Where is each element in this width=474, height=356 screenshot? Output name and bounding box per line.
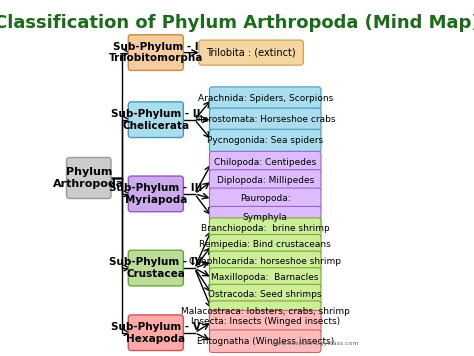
- FancyBboxPatch shape: [128, 315, 183, 351]
- FancyBboxPatch shape: [199, 40, 303, 65]
- FancyBboxPatch shape: [210, 129, 321, 153]
- FancyBboxPatch shape: [210, 310, 321, 333]
- FancyBboxPatch shape: [210, 170, 321, 191]
- FancyBboxPatch shape: [128, 102, 183, 137]
- Text: Classification of Phylum Arthropoda (Mind Map): Classification of Phylum Arthropoda (Min…: [0, 14, 474, 32]
- Text: Arachnida: Spiders, Scorpions: Arachnida: Spiders, Scorpions: [198, 94, 333, 103]
- Text: Phylum
Arthropoda: Phylum Arthropoda: [53, 167, 124, 189]
- FancyBboxPatch shape: [128, 250, 183, 286]
- FancyBboxPatch shape: [210, 108, 321, 131]
- Text: Sub-Phylum - I
Trilobitomorpha: Sub-Phylum - I Trilobitomorpha: [109, 42, 203, 63]
- FancyBboxPatch shape: [210, 218, 321, 239]
- Text: Ostracoda: Seed shrimps: Ostracoda: Seed shrimps: [209, 290, 322, 299]
- Text: Branchiopoda:  brine shrimp: Branchiopoda: brine shrimp: [201, 224, 329, 233]
- Text: Diplopoda: Millipedes: Diplopoda: Millipedes: [217, 176, 314, 185]
- FancyBboxPatch shape: [128, 176, 183, 212]
- Text: www.easybio logyclass.com: www.easybio logyclass.com: [271, 341, 358, 346]
- FancyBboxPatch shape: [210, 330, 321, 352]
- FancyBboxPatch shape: [210, 188, 321, 210]
- Text: Chilopoda: Centipedes: Chilopoda: Centipedes: [214, 158, 316, 167]
- FancyBboxPatch shape: [210, 268, 321, 288]
- FancyBboxPatch shape: [210, 151, 321, 173]
- Text: Chephlocarida: horseshoe shrimp: Chephlocarida: horseshoe shrimp: [189, 257, 341, 266]
- Text: Sub-Phylum - IV
Crustacea: Sub-Phylum - IV Crustacea: [109, 257, 202, 279]
- FancyBboxPatch shape: [66, 157, 111, 199]
- FancyBboxPatch shape: [210, 251, 321, 272]
- Text: Entognatha (Wingless insects): Entognatha (Wingless insects): [197, 337, 334, 346]
- Text: Sub-Phylum - V
Hexapoda: Sub-Phylum - V Hexapoda: [111, 322, 201, 344]
- Text: Trilobita : (extinct): Trilobita : (extinct): [206, 48, 296, 58]
- FancyBboxPatch shape: [210, 87, 321, 110]
- Text: Insecta: Insects (Winged insects): Insecta: Insects (Winged insects): [191, 317, 340, 326]
- Text: Maxillopoda:  Barnacles: Maxillopoda: Barnacles: [211, 273, 319, 282]
- FancyBboxPatch shape: [210, 301, 321, 321]
- FancyBboxPatch shape: [210, 206, 321, 228]
- Text: Pycnogonida: Sea spiders: Pycnogonida: Sea spiders: [207, 136, 323, 145]
- Text: Sub-Phylum - III
Myriapoda: Sub-Phylum - III Myriapoda: [109, 183, 202, 205]
- FancyBboxPatch shape: [210, 284, 321, 305]
- Text: Remipedia: Bind crustaceans: Remipedia: Bind crustaceans: [200, 240, 331, 249]
- Text: Merostomata: Horseshoe crabs: Merostomata: Horseshoe crabs: [195, 115, 336, 124]
- Text: Sub-Phylum - II
Chelicerata: Sub-Phylum - II Chelicerata: [111, 109, 201, 131]
- FancyBboxPatch shape: [128, 35, 183, 70]
- FancyBboxPatch shape: [210, 235, 321, 255]
- Text: Malacostraca: lobsters, crabs, shrimp: Malacostraca: lobsters, crabs, shrimp: [181, 307, 350, 316]
- Text: Pauropoda:: Pauropoda:: [240, 194, 291, 203]
- Text: Symphyla: Symphyla: [243, 213, 288, 222]
